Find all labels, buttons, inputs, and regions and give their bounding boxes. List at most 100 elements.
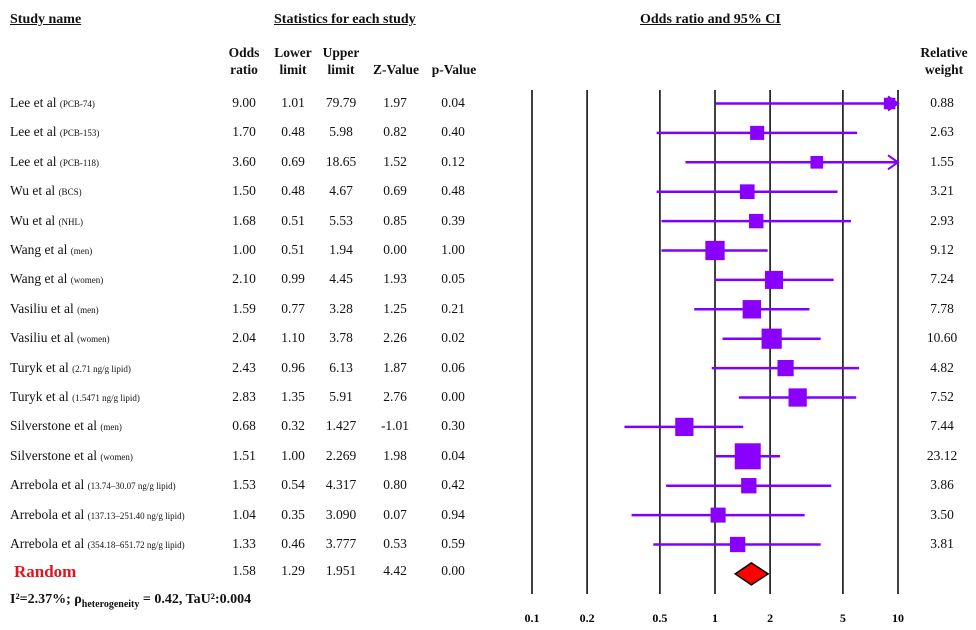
z-value: 0.00 bbox=[383, 242, 407, 257]
relative-weight-value: 0.88 bbox=[930, 95, 954, 110]
x-tick-label: 0.2 bbox=[580, 611, 595, 625]
point-estimate-marker bbox=[777, 359, 794, 377]
odds-ratio-col-header: Odds ratio bbox=[228, 45, 260, 77]
point-estimate-marker bbox=[675, 417, 694, 437]
upper-limit: 5.91 bbox=[329, 389, 353, 404]
study-name: Arrebola et al (13.74–30.07 ng/g lipid) bbox=[10, 477, 176, 493]
lower-limit: 0.77 bbox=[281, 300, 305, 316]
study-row: Wang et al (men) 1.00 0.51 1.94 0.00 1.00 bbox=[0, 242, 520, 264]
study-row: Wu et al (BCS) 1.50 0.48 4.67 0.69 0.48 bbox=[0, 183, 520, 205]
study-label: Silverstone et al bbox=[10, 418, 97, 434]
upper-limit: 6.13 bbox=[329, 359, 353, 375]
upper-limit: 18.65 bbox=[325, 153, 357, 169]
odds-ratio: 1.53 bbox=[232, 477, 256, 493]
study-name: Lee et al (PCB-153) bbox=[10, 124, 99, 140]
lower-limit: 0.96 bbox=[281, 359, 305, 375]
study-label: Arrebola et al bbox=[10, 506, 85, 522]
p-value: 0.94 bbox=[441, 506, 465, 522]
point-estimate-marker bbox=[730, 536, 746, 553]
z-value: 1.97 bbox=[383, 95, 407, 110]
relative-weight-value: 7.78 bbox=[930, 300, 954, 316]
random-effects-row: Random 1.58 1.29 1.951 4.42 0.00 bbox=[0, 562, 520, 585]
study-subgroup: (NHL) bbox=[58, 216, 84, 227]
point-estimate-marker bbox=[710, 507, 726, 523]
odds-ratio: 3.60 bbox=[232, 153, 256, 169]
x-tick-label: 1 bbox=[712, 611, 718, 625]
study-subgroup: (men) bbox=[77, 304, 99, 315]
study-row: Turyk et al (1.5471 ng/g lipid) 2.83 1.35 5… bbox=[0, 389, 520, 411]
study-row: Turyk et al (2.71 ng/g lipid) 2.43 0.96 6.1… bbox=[0, 360, 520, 382]
heterogeneity-footer: I²=2.37%; ρheterogeneity = 0.42, TaU²:0.… bbox=[10, 592, 251, 610]
study-row: Arrebola et al (137.13–251.40 ng/g lipid… bbox=[0, 507, 520, 529]
p-value: 0.02 bbox=[441, 330, 465, 346]
relative-weight-value: 3.50 bbox=[930, 506, 954, 522]
study-subgroup: (BCS) bbox=[58, 187, 82, 198]
study-row: Wang et al (women) 2.10 0.99 4.45 1.93 0.05 bbox=[0, 271, 520, 293]
lower-limit: 0.69 bbox=[281, 153, 305, 169]
study-subgroup: (PCB-153) bbox=[59, 128, 100, 139]
odds-ratio: 1.59 bbox=[232, 300, 256, 316]
p-value: 0.48 bbox=[441, 183, 465, 199]
lower-limit: 0.48 bbox=[281, 183, 305, 199]
point-estimate-marker bbox=[741, 478, 757, 494]
relative-weight-value: 10.60 bbox=[926, 330, 958, 346]
study-subgroup: (women) bbox=[70, 275, 104, 286]
study-label: Silverstone et al bbox=[10, 447, 97, 463]
odds-ratio: 2.43 bbox=[232, 359, 256, 375]
point-estimate-marker bbox=[788, 388, 807, 407]
point-estimate-marker bbox=[739, 184, 755, 200]
point-estimate-marker bbox=[742, 300, 762, 319]
study-name: Silverstone et al (men) bbox=[10, 418, 122, 434]
p-value: 0.05 bbox=[441, 271, 465, 287]
study-row: Arrebola et al (354.18–651.72 ng/g lipid… bbox=[0, 536, 520, 558]
study-subgroup: (women) bbox=[77, 334, 110, 345]
relative-weight-value: 3.86 bbox=[930, 477, 954, 493]
p-value: 0.12 bbox=[441, 153, 465, 169]
study-label: Lee et al bbox=[10, 124, 57, 140]
study-subgroup: (13.74–30.07 ng/g lipid) bbox=[87, 481, 176, 492]
study-row: Vasiliu et al (women) 2.04 1.10 3.78 2.26 0.0… bbox=[0, 330, 520, 352]
relative-weight-value: 3.81 bbox=[930, 536, 954, 551]
upper-limit: 4.317 bbox=[325, 477, 357, 493]
study-label: Arrebola et al bbox=[10, 477, 85, 493]
p-value: 0.42 bbox=[441, 477, 465, 493]
study-subgroup: (PCB-118) bbox=[59, 157, 100, 168]
lower-limit: 0.35 bbox=[281, 506, 305, 522]
study-row: Silverstone et al (women) 1.51 1.00 2.269 1.… bbox=[0, 448, 520, 470]
z-value: 0.85 bbox=[383, 212, 407, 228]
lower-limit: 0.51 bbox=[281, 242, 305, 257]
p-value: 0.30 bbox=[441, 418, 465, 434]
odds-ratio: 2.83 bbox=[232, 389, 256, 404]
rho-symbol: ρ bbox=[74, 592, 82, 607]
odds-ratio: 1.70 bbox=[232, 124, 256, 140]
study-row: Lee et al (PCB-153) 1.70 0.48 5.98 0.82 0.40 bbox=[0, 124, 520, 146]
odds-ratio: 2.10 bbox=[232, 271, 256, 287]
lower-limit: 1.00 bbox=[281, 447, 305, 463]
study-name: Lee et al (PCB-74) bbox=[10, 95, 95, 111]
point-estimate-marker bbox=[764, 270, 784, 289]
i2-text: I²=2.37%; bbox=[10, 592, 75, 607]
point-estimate-marker bbox=[734, 443, 761, 470]
z-value: 2.76 bbox=[383, 389, 407, 404]
study-name: Turyk et al (2.71 ng/g lipid) bbox=[10, 360, 131, 376]
relative-weight-value: 2.93 bbox=[930, 212, 954, 228]
z-value: 2.26 bbox=[383, 330, 407, 346]
study-label: Wu et al bbox=[10, 183, 56, 199]
z-value: 0.53 bbox=[383, 536, 407, 551]
x-tick-label: 0.1 bbox=[525, 611, 540, 625]
odds-ratio: 9.00 bbox=[232, 95, 256, 110]
odds-ratio-ci-header: Odds ratio and 95% CI bbox=[640, 12, 781, 27]
upper-limit: 1.427 bbox=[325, 418, 357, 434]
study-subgroup: (354.18–651.72 ng/g lipid) bbox=[87, 540, 185, 550]
lower-limit: 0.46 bbox=[281, 536, 305, 551]
x-tick-label: 10 bbox=[892, 611, 904, 625]
point-estimate-marker bbox=[883, 97, 896, 110]
relative-weight-value: 23.12 bbox=[926, 447, 958, 463]
study-name-header: Study name bbox=[10, 12, 82, 27]
z-value: 1.52 bbox=[383, 153, 407, 169]
z-value: 0.69 bbox=[383, 183, 407, 199]
study-name: Wang et al (men) bbox=[10, 242, 92, 258]
z-value: 0.07 bbox=[383, 506, 407, 522]
study-name: Vasiliu et al (men) bbox=[10, 301, 99, 317]
